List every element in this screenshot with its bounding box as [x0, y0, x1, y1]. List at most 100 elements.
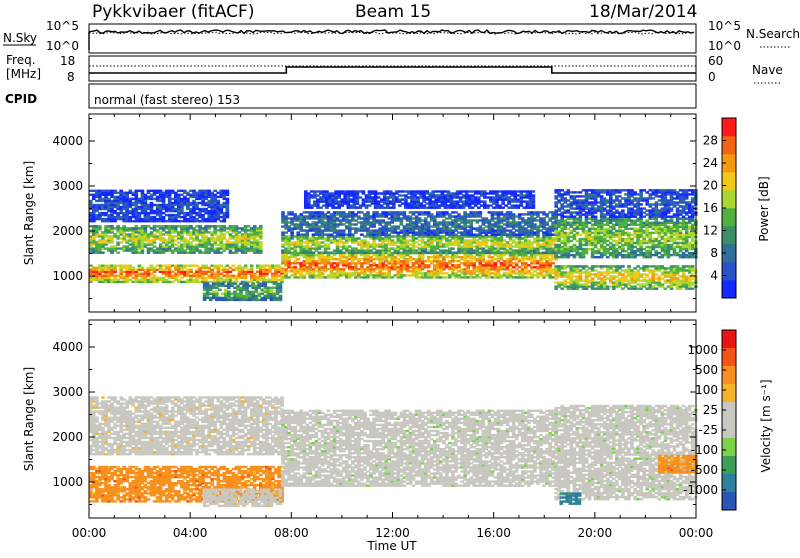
echo-cell — [259, 243, 263, 245]
echo-cell — [457, 223, 461, 225]
echo-cell — [223, 267, 227, 269]
echo-cell — [92, 190, 96, 192]
echo-cell — [247, 233, 251, 235]
echo-cell — [336, 258, 340, 260]
echo-cell — [448, 260, 452, 262]
echo-cell — [431, 207, 435, 209]
beam-title: Beam 15 — [355, 2, 431, 22]
echo-cell — [360, 276, 364, 278]
echo-cell — [463, 268, 467, 270]
echo-cell — [180, 277, 184, 279]
echo-cell — [403, 211, 407, 213]
echo-cell — [153, 204, 157, 206]
echo-cell — [230, 293, 234, 295]
echo-cell — [223, 227, 227, 229]
echo-cell — [213, 237, 217, 239]
echo-cell — [431, 200, 435, 202]
freq-tick-top-left: 18 — [60, 54, 75, 68]
echo-cell — [162, 265, 166, 267]
echo-cell — [150, 265, 154, 267]
echo-cell — [116, 275, 120, 277]
echo-cell — [551, 243, 555, 245]
echo-cell — [482, 264, 486, 266]
echo-cell — [110, 252, 114, 254]
echo-cell — [472, 219, 476, 221]
echo-cell — [162, 202, 166, 204]
echo-cell — [212, 285, 216, 287]
echo-cell — [336, 211, 340, 213]
echo-cell — [486, 207, 490, 209]
nsky-label: N.Sky — [3, 31, 37, 45]
echo-cell — [110, 235, 114, 237]
echo-cell — [551, 234, 555, 236]
echo-cell — [457, 260, 461, 262]
echo-cell — [116, 235, 120, 237]
echo-cell — [162, 192, 166, 194]
echo-cell — [238, 277, 242, 279]
echo-cell — [144, 196, 148, 198]
power-heatmap — [89, 189, 698, 301]
echo-cell — [512, 213, 516, 215]
echo-cell — [530, 243, 534, 245]
echo-cell — [116, 265, 120, 267]
echo-cell — [186, 202, 190, 204]
echo-cell — [472, 272, 476, 274]
echo-cell — [448, 215, 452, 217]
echo-cell — [365, 207, 369, 209]
echo-cell — [542, 256, 546, 258]
echo-cell — [101, 275, 105, 277]
echo-cell — [498, 204, 502, 206]
echo-cell — [560, 281, 564, 283]
echo-cell — [290, 252, 294, 254]
echo-cell — [259, 225, 263, 227]
echo-cell — [226, 198, 230, 200]
echo-cell — [377, 196, 381, 198]
echo-cell — [603, 288, 607, 290]
echo-cell — [171, 281, 175, 283]
echo-cell — [518, 272, 522, 274]
echo-cell — [448, 252, 452, 254]
echo-cell — [327, 274, 331, 276]
echo-cell — [524, 234, 528, 236]
echo-cell — [351, 266, 355, 268]
echo-cell — [500, 225, 504, 227]
echo-cell — [186, 279, 190, 281]
echo-cell — [309, 237, 313, 239]
echo-cell — [153, 245, 157, 247]
echo-cell — [336, 234, 340, 236]
echo-cell — [232, 277, 236, 279]
echo-cell — [533, 234, 537, 236]
echo-cell — [360, 272, 364, 274]
cpid-label: CPID — [5, 92, 37, 106]
echo-cell — [204, 210, 208, 212]
echo-cell — [281, 254, 285, 256]
echo-cell — [524, 276, 528, 278]
echo-cell — [533, 237, 537, 239]
echo-cell — [281, 252, 285, 254]
echo-cell — [536, 252, 540, 254]
echo-cell — [421, 225, 425, 227]
echo-cell — [153, 249, 157, 251]
echo-cell — [439, 227, 443, 229]
echo-cell — [186, 225, 190, 227]
echo-cell — [281, 215, 285, 217]
echo-cell — [177, 265, 181, 267]
echo-cell — [371, 198, 375, 200]
echo-cell — [279, 295, 283, 297]
echo-cell — [213, 190, 217, 192]
echo-cell — [472, 227, 476, 229]
echo-cell — [232, 227, 236, 229]
echo-cell — [259, 233, 263, 235]
echo-cell — [392, 207, 396, 209]
echo-cell — [456, 200, 460, 202]
echo-cell — [247, 225, 251, 227]
echo-cell — [342, 262, 346, 264]
echo-cell — [319, 207, 323, 209]
echo-cell — [421, 252, 425, 254]
date-title: 18/Mar/2014 — [589, 2, 697, 22]
echo-cell — [235, 252, 239, 254]
echo-cell — [92, 267, 96, 269]
echo-cell — [186, 239, 190, 241]
echo-cell — [204, 218, 208, 220]
echo-cell — [330, 252, 334, 254]
